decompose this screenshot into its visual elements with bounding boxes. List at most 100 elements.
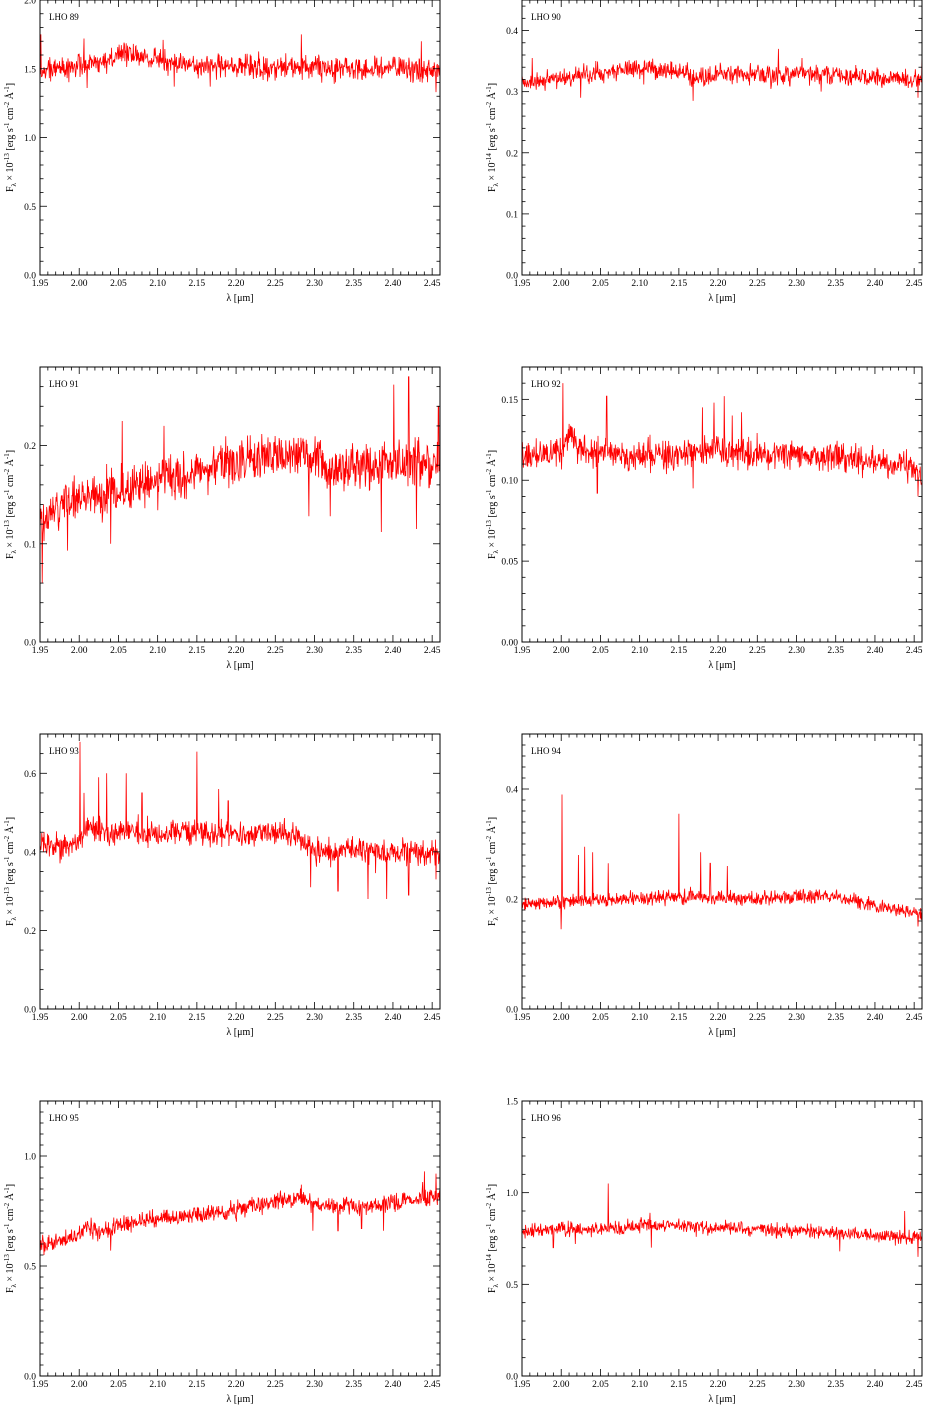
- x-tick-label: 2.00: [553, 646, 570, 656]
- x-tick-label: 2.35: [345, 1380, 362, 1390]
- y-tick-label: 1.0: [24, 1153, 36, 1163]
- spectrum-line: [522, 383, 922, 497]
- y-tick-label: 0.5: [24, 203, 36, 213]
- y-axis-label: Fλ × 10-13 [erg s-1 cm-2 Å-1]: [3, 817, 18, 926]
- x-tick-label: 2.35: [827, 646, 844, 656]
- y-axis-label: Fλ × 10-13 [erg s-1 cm-2 Å-1]: [485, 817, 500, 926]
- panel-lho-89: 1.95 2.00 2.05 2.10 2.15 2.20 2.25 2.30 2.35 2.40…: [3, 0, 441, 304]
- x-tick-label: 2.35: [827, 1380, 844, 1390]
- x-tick-label: 2.35: [345, 646, 362, 656]
- panel-lho-94: 1.95 2.00 2.05 2.10 2.15 2.20 2.25 2.30 2.35 2.40…: [485, 733, 923, 1038]
- spectrum-line: [40, 376, 440, 584]
- x-tick-label: 1.95: [514, 1380, 531, 1390]
- x-tick-label: 2.35: [827, 1013, 844, 1023]
- x-tick-label: 2.10: [631, 279, 648, 289]
- y-tick-label: 0.4: [506, 786, 518, 796]
- plot-frame: [39, 1100, 441, 1377]
- y-axis-label: Fλ × 10-13 [erg s-1 cm-2 Å-1]: [3, 450, 18, 559]
- y-tick-label: 0.1: [506, 210, 518, 220]
- y-tick-label: 0.0: [24, 272, 36, 282]
- x-tick-label: 1.95: [514, 1013, 531, 1023]
- x-tick-label: 2.20: [710, 279, 727, 289]
- x-tick-label: 2.40: [867, 279, 884, 289]
- y-tick-label: 0.4: [506, 27, 518, 37]
- x-tick-label: 2.10: [149, 1380, 166, 1390]
- x-tick-label: 2.00: [553, 1380, 570, 1390]
- x-tick-label: 2.25: [749, 646, 766, 656]
- plot-frame: [521, 366, 923, 643]
- y-tick-label: 0.2: [24, 442, 36, 452]
- x-tick-label: 2.15: [189, 279, 206, 289]
- panel-lho-92: 1.95 2.00 2.05 2.10 2.15 2.20 2.25 2.30 2.35 2.40…: [485, 366, 923, 671]
- spectrum-line: [40, 1171, 440, 1256]
- y-tick-label: 0.1: [24, 540, 36, 550]
- x-tick-label: 2.05: [110, 279, 127, 289]
- x-tick-label: 2.20: [228, 646, 245, 656]
- y-tick-label: 0.5: [506, 1281, 518, 1291]
- x-tick-label: 2.25: [267, 279, 284, 289]
- x-tick-label: 2.00: [71, 646, 88, 656]
- x-axis-label: λ [μm]: [708, 1027, 735, 1038]
- x-tick-label: 2.45: [424, 1013, 441, 1023]
- y-tick-label: 0.5: [24, 1263, 36, 1273]
- x-tick-label: 2.05: [592, 646, 609, 656]
- y-tick-label: 0.2: [506, 896, 518, 906]
- x-axis-label: λ [μm]: [226, 1027, 253, 1038]
- x-tick-label: 2.30: [306, 646, 323, 656]
- x-tick-label: 2.00: [71, 1013, 88, 1023]
- x-axis-label: λ [μm]: [226, 293, 253, 304]
- y-tick-label: 0.4: [24, 848, 36, 858]
- spectrum-line: [40, 741, 440, 900]
- y-tick-label: 0.3: [506, 88, 518, 98]
- x-tick-label: 2.40: [385, 1380, 402, 1390]
- x-tick-label: 2.10: [631, 1013, 648, 1023]
- x-tick-label: 2.20: [228, 1013, 245, 1023]
- y-tick-label: 1.0: [506, 1189, 518, 1199]
- x-tick-label: 2.25: [749, 1380, 766, 1390]
- y-axis-label: Fλ × 10-14 [erg s-1 cm-2 Å-1]: [485, 1184, 500, 1293]
- x-tick-label: 2.35: [345, 1013, 362, 1023]
- x-axis-label: λ [μm]: [708, 1394, 735, 1405]
- panel-label: LHO 90: [531, 12, 561, 22]
- y-axis-label: Fλ × 10-13 [erg s-1 cm-2 Å-1]: [3, 83, 18, 192]
- y-axis-label: Fλ × 10-13 [erg s-1 cm-2 Å-1]: [485, 450, 500, 559]
- panel-lho-95: 1.95 2.00 2.05 2.10 2.15 2.20 2.25 2.30 2.35 2.40…: [3, 1100, 441, 1405]
- panel-lho-96: 1.95 2.00 2.05 2.10 2.15 2.20 2.25 2.30 2.35 2.40…: [485, 1098, 923, 1406]
- y-tick-label: 1.5: [24, 65, 36, 75]
- y-tick-label: 0.6: [24, 770, 36, 780]
- x-tick-label: 2.30: [788, 279, 805, 289]
- x-tick-label: 2.45: [424, 646, 441, 656]
- x-tick-label: 2.05: [592, 1013, 609, 1023]
- panel-label: LHO 91: [49, 379, 79, 389]
- y-axis-label: Fλ × 10-13 [erg s-1 cm-2 Å-1]: [3, 1184, 18, 1293]
- panel-label: LHO 89: [49, 12, 79, 22]
- spectrum-line: [522, 1183, 922, 1257]
- x-tick-label: 2.40: [385, 646, 402, 656]
- plot-frame: [521, 1100, 923, 1377]
- x-tick-label: 2.15: [671, 1380, 688, 1390]
- x-tick-label: 2.20: [228, 1380, 245, 1390]
- x-tick-label: 2.05: [110, 1380, 127, 1390]
- x-tick-label: 1.95: [514, 279, 531, 289]
- x-tick-label: 2.30: [306, 1380, 323, 1390]
- x-tick-label: 2.45: [424, 1380, 441, 1390]
- plot-frame: [39, 733, 441, 1010]
- x-tick-label: 2.30: [788, 1013, 805, 1023]
- spectrum-line: [40, 34, 440, 93]
- x-tick-label: 1.95: [32, 1380, 49, 1390]
- panel-label: LHO 96: [531, 1113, 561, 1123]
- x-tick-label: 2.10: [631, 1380, 648, 1390]
- x-axis-label: λ [μm]: [708, 660, 735, 671]
- y-tick-label: 0.2: [506, 149, 518, 159]
- y-tick-label: 0.0: [24, 639, 36, 649]
- panel-label: LHO 94: [531, 746, 561, 756]
- x-tick-label: 2.15: [671, 279, 688, 289]
- x-tick-label: 2.40: [867, 1013, 884, 1023]
- panel-lho-93: 1.95 2.00 2.05 2.10 2.15 2.20 2.25 2.30 2.35 2.40…: [3, 733, 441, 1038]
- y-tick-label: 0.0: [506, 1373, 518, 1383]
- y-tick-label: 0.00: [501, 639, 518, 649]
- x-axis-label: λ [μm]: [226, 660, 253, 671]
- plot-frame: [521, 0, 923, 276]
- y-axis-label: Fλ × 10-14 [erg s-1 cm-2 Å-1]: [485, 83, 500, 192]
- x-tick-label: 2.30: [788, 646, 805, 656]
